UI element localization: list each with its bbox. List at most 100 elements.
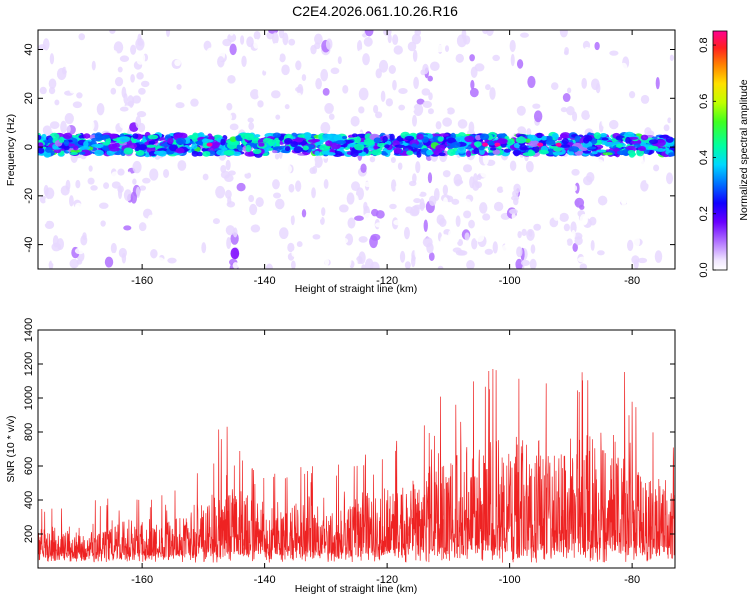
spectrogram-signal-cell — [647, 145, 659, 150]
spectrogram-noise-cell — [445, 160, 451, 173]
spectrogram-noise-cell — [138, 222, 147, 232]
spectrogram-noise-cell — [559, 212, 569, 223]
spectrogram-noise-cell — [597, 195, 608, 206]
spectrogram-noise-cell — [296, 30, 302, 40]
spectrogram-signal-cell — [568, 146, 580, 153]
spectrogram-peak-cell — [482, 142, 489, 147]
spectrogram-noise-cell — [579, 263, 588, 269]
spectrogram-noise-cell — [416, 98, 425, 105]
spectrogram-noise-cell — [190, 192, 200, 200]
spectrogram-noise-cell — [663, 124, 670, 132]
spectrogram-noise-cell — [227, 196, 232, 205]
spectrogram-noise-cell — [272, 42, 281, 50]
spectrogram-noise-cell — [444, 45, 450, 53]
spectrogram-noise-cell — [399, 250, 406, 263]
spectrogram-noise-cell — [87, 177, 95, 185]
spectrogram-noise-cell — [217, 56, 225, 68]
spectrogram-signal-cell — [438, 133, 450, 137]
spectrogram-noise-cell — [156, 202, 166, 211]
spectrogram-signal-cell — [68, 137, 78, 144]
spectrogram-signal-cell — [536, 132, 543, 139]
spectrogram-noise-cell — [345, 256, 352, 267]
spectrogram-noise-cell — [628, 196, 638, 208]
spectrogram-noise-cell — [142, 177, 151, 184]
spectrogram-signal-cell — [493, 140, 504, 144]
spectrogram-noise-cell — [636, 222, 643, 230]
spectrogram-noise-cell — [279, 227, 289, 240]
colorbar-tick-label: 0.6 — [698, 94, 710, 109]
spectrogram-noise-cell — [225, 159, 231, 171]
spectrogram-noise-cell — [500, 173, 507, 185]
spectrogram-x-tick-label: -140 — [254, 275, 276, 287]
spectrogram-noise-cell — [492, 241, 498, 254]
spectrogram-noise-cell — [370, 71, 376, 84]
spectrogram-noise-cell — [581, 110, 591, 121]
spectrogram-noise-cell — [317, 190, 326, 201]
snr-panel: -160 -140 -120 -100 -80 200 400 600 800 1000 1200… — [5, 318, 676, 595]
spectrogram-noise-cell — [509, 39, 516, 53]
spectrogram-noise-cell — [257, 87, 264, 99]
colorbar-tick-label: 0.2 — [698, 206, 710, 221]
spectrogram-noise-cell — [647, 130, 655, 137]
spectrogram-noise-cell — [392, 34, 399, 46]
spectrogram-signal-cell — [134, 147, 140, 152]
spectrogram-x-tick-label: -120 — [376, 275, 398, 287]
spectrogram-noise-cell — [255, 197, 264, 208]
spectrogram-noise-cell — [38, 81, 45, 88]
spectrogram-noise-cell — [123, 225, 132, 231]
spectrogram-noise-cell — [301, 209, 307, 218]
spectrogram-noise-cell — [438, 218, 447, 227]
spectrogram-noise-cell — [295, 92, 303, 104]
spectrogram-noise-cell — [390, 195, 397, 206]
snr-y-tick-label: 1200 — [23, 352, 35, 376]
spectrogram-noise-cell — [286, 204, 296, 217]
spectrogram-noise-cell — [473, 222, 482, 229]
spectrogram-noise-cell — [566, 87, 572, 94]
snr-x-tick-label: -100 — [499, 574, 521, 586]
spectrogram-noise-cell — [408, 230, 415, 242]
spectrogram-noise-cell — [418, 257, 425, 269]
spectrogram-signal-cell — [210, 141, 220, 149]
spectrogram-noise-cell — [316, 95, 322, 106]
spectrogram-noise-cell — [295, 60, 302, 71]
spectrogram-signal-cell — [552, 151, 564, 156]
spectrogram-noise-cell — [313, 214, 322, 221]
spectrogram-noise-cell — [288, 38, 296, 46]
spectrogram-noise-cell — [525, 160, 534, 173]
spectrogram-noise-cell — [573, 185, 578, 192]
spectrogram-y-tick-label: -20 — [23, 188, 35, 204]
spectrogram-noise-cell — [427, 172, 433, 184]
spectrogram-signal-cell — [254, 134, 261, 138]
spectrogram-noise-cell — [412, 173, 417, 184]
spectrogram-noise-cell — [456, 164, 465, 172]
spectrogram-noise-cell — [216, 101, 223, 110]
spectrogram-noise-cell — [56, 238, 64, 251]
spectrogram-noise-cell — [49, 53, 55, 65]
spectrogram-noise-cell — [309, 167, 316, 175]
spectrogram-noise-cell — [383, 113, 389, 120]
spectrogram-noise-cell — [194, 69, 201, 78]
spectrogram-noise-cell — [509, 118, 516, 127]
spectrogram-noise-cell — [117, 168, 125, 176]
spectrogram-noise-cell — [248, 122, 255, 130]
spectrogram-signal-cell — [108, 133, 119, 139]
spectrogram-noise-cell — [634, 247, 642, 256]
spectrogram-noise-cell — [175, 102, 185, 109]
spectrogram-signal-cell — [624, 131, 635, 139]
spectrogram-noise-cell — [218, 30, 227, 38]
spectrogram-signal-cell — [191, 143, 198, 150]
spectrogram-signal-cell — [63, 139, 70, 147]
spectrogram-noise-cell — [451, 198, 460, 205]
spectrogram-noise-cell — [545, 167, 550, 174]
spectrogram-noise-cell — [393, 170, 403, 181]
spectrogram-noise-cell — [378, 59, 389, 73]
spectrogram-noise-cell — [458, 107, 468, 117]
spectrogram-noise-cell — [215, 185, 226, 199]
spectrogram-noise-cell — [226, 237, 232, 250]
spectrogram-noise-cell — [618, 74, 625, 82]
spectrogram-signal-cell — [546, 135, 553, 142]
spectrogram-noise-cell — [123, 189, 132, 202]
spectrogram-noise-cell — [212, 218, 220, 225]
spectrogram-signal-cell — [322, 133, 332, 140]
spectrogram-signal-cell — [553, 147, 563, 152]
